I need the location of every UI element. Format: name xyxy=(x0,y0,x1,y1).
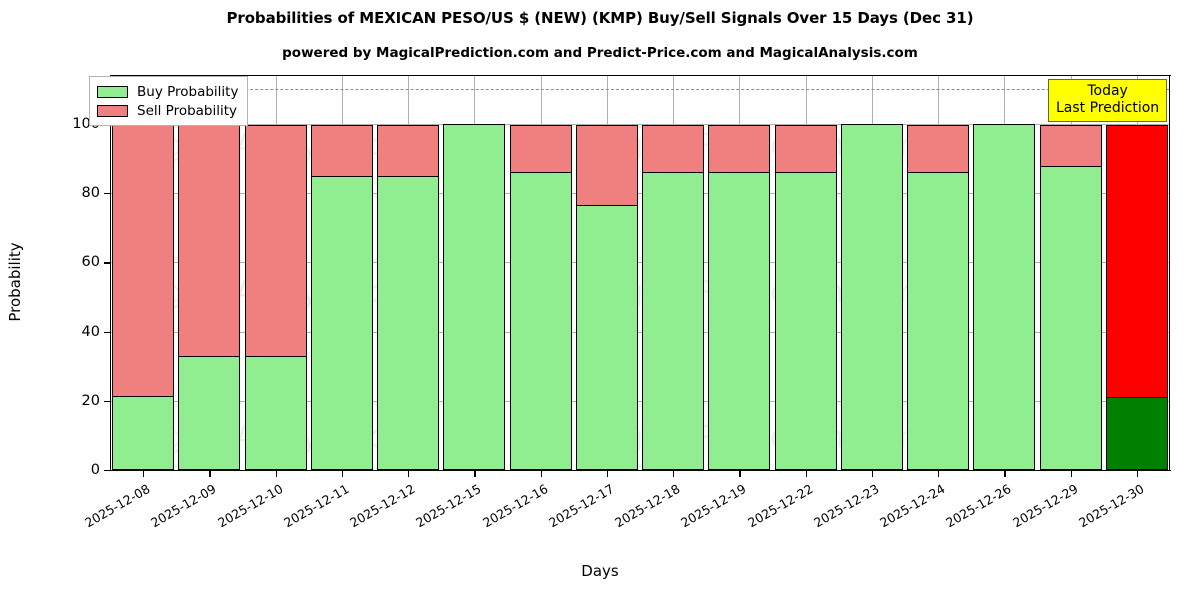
legend-item-sell: Sell Probability xyxy=(97,101,238,120)
legend-swatch-buy-icon xyxy=(97,85,128,98)
bar-segment-buy xyxy=(907,172,970,470)
x-tick-mark xyxy=(474,471,476,477)
bar-2025-12-09[interactable] xyxy=(178,125,241,470)
y-axis-line xyxy=(110,75,112,471)
bar-segment-buy xyxy=(1105,397,1168,470)
x-axis-line xyxy=(110,470,1171,472)
y-tick-mark xyxy=(104,400,110,402)
today-annotation-box: Today Last Prediction xyxy=(1048,79,1168,122)
legend-label-buy: Buy Probability xyxy=(137,83,239,100)
bar-2025-12-22[interactable] xyxy=(774,125,837,470)
y-tick-label: 80 xyxy=(81,185,100,202)
y-tick-label: 0 xyxy=(90,462,100,478)
bar-2025-12-18[interactable] xyxy=(642,125,705,470)
bar-segment-buy xyxy=(112,395,175,470)
y-tick-mark xyxy=(104,470,110,472)
bar-segment-sell xyxy=(575,125,638,207)
gridline-horizontal xyxy=(110,262,1170,264)
bar-2025-12-08[interactable] xyxy=(112,125,175,470)
x-tick-mark xyxy=(540,471,542,477)
legend-item-buy: Buy Probability xyxy=(97,82,238,101)
bar-2025-12-10[interactable] xyxy=(244,125,307,470)
y-axis-label: Probability xyxy=(6,242,24,322)
bar-2025-12-30[interactable] xyxy=(1105,125,1168,470)
gridline-horizontal xyxy=(110,400,1170,402)
bar-segment-buy xyxy=(642,172,705,470)
bar-segment-buy xyxy=(509,172,572,470)
bar-segment-sell xyxy=(1105,125,1168,399)
x-tick-mark xyxy=(1070,471,1072,477)
bar-2025-12-15[interactable] xyxy=(443,124,506,470)
bar-2025-12-24[interactable] xyxy=(907,125,970,470)
bar-segment-buy xyxy=(973,124,1036,470)
y-tick-label: 40 xyxy=(81,323,100,340)
bar-2025-12-11[interactable] xyxy=(310,125,373,470)
bar-segment-buy xyxy=(840,124,903,470)
bar-2025-12-17[interactable] xyxy=(575,125,638,470)
bar-segment-buy xyxy=(310,175,373,470)
y-tick-mark xyxy=(104,331,110,333)
bar-2025-12-26[interactable] xyxy=(973,124,1036,470)
plot-right-spine xyxy=(1169,75,1171,471)
bar-segment-buy xyxy=(377,175,440,470)
bar-2025-12-16[interactable] xyxy=(509,125,572,470)
bar-segment-sell xyxy=(708,125,771,174)
bar-segment-sell xyxy=(377,125,440,178)
bar-segment-buy xyxy=(178,355,241,470)
x-tick-mark xyxy=(341,471,344,477)
bar-2025-12-29[interactable] xyxy=(1039,125,1102,470)
x-tick-mark xyxy=(275,471,277,477)
today-label-line1: Today xyxy=(1087,83,1128,99)
bar-segment-buy xyxy=(575,204,638,470)
threshold-dashed-line xyxy=(110,89,1170,90)
x-tick-mark xyxy=(606,471,609,477)
bar-segment-sell xyxy=(642,125,705,174)
bar-segment-sell xyxy=(310,125,373,178)
y-tick-mark xyxy=(104,262,110,264)
x-tick-mark xyxy=(673,471,675,477)
chart-subtitle: powered by MagicalPrediction.com and Pre… xyxy=(282,45,918,61)
x-tick-mark xyxy=(1004,471,1006,477)
x-tick-mark xyxy=(739,471,741,477)
x-tick-mark xyxy=(209,471,211,477)
plot-area xyxy=(110,75,1170,470)
bar-segment-sell xyxy=(178,125,241,358)
y-tick-label: 60 xyxy=(81,254,100,271)
x-tick-mark xyxy=(1136,471,1139,477)
x-tick-mark xyxy=(805,471,807,477)
bar-segment-sell xyxy=(907,125,970,174)
y-axis-ticks: 0 20 40 60 80 100 xyxy=(0,0,110,600)
chart-title: Probabilities of MEXICAN PESO/US $ (NEW)… xyxy=(226,9,974,27)
bar-2025-12-23[interactable] xyxy=(840,124,903,470)
x-tick-mark xyxy=(408,471,410,477)
bar-segment-buy xyxy=(244,355,307,470)
bar-segment-sell xyxy=(244,125,307,358)
bar-segment-sell xyxy=(112,125,175,398)
legend-label-sell: Sell Probability xyxy=(137,102,238,119)
bar-segment-sell xyxy=(774,125,837,174)
bar-segment-sell xyxy=(1039,125,1102,167)
x-tick-mark xyxy=(938,471,940,477)
x-tick-mark xyxy=(143,471,145,477)
bar-segment-buy xyxy=(1039,165,1102,470)
bar-2025-12-19[interactable] xyxy=(708,125,771,470)
gridline-horizontal xyxy=(110,193,1170,195)
bar-segment-buy xyxy=(443,124,506,470)
chart-legend: Buy Probability Sell Probability xyxy=(89,76,249,126)
bar-segment-buy xyxy=(708,172,771,470)
gridline-horizontal xyxy=(110,124,1170,125)
y-tick-label: 20 xyxy=(81,392,100,409)
bar-segment-sell xyxy=(509,125,572,174)
legend-swatch-sell-icon xyxy=(97,104,128,117)
gridline-horizontal xyxy=(110,331,1170,333)
x-tick-mark xyxy=(871,471,874,477)
today-label-line2: Last Prediction xyxy=(1056,99,1160,116)
plot-top-spine xyxy=(110,75,1171,77)
y-tick-mark xyxy=(104,193,110,195)
bar-2025-12-12[interactable] xyxy=(377,125,440,470)
bar-segment-buy xyxy=(774,172,837,470)
x-axis-label: Days xyxy=(581,562,619,580)
bars-layer xyxy=(110,75,1170,470)
